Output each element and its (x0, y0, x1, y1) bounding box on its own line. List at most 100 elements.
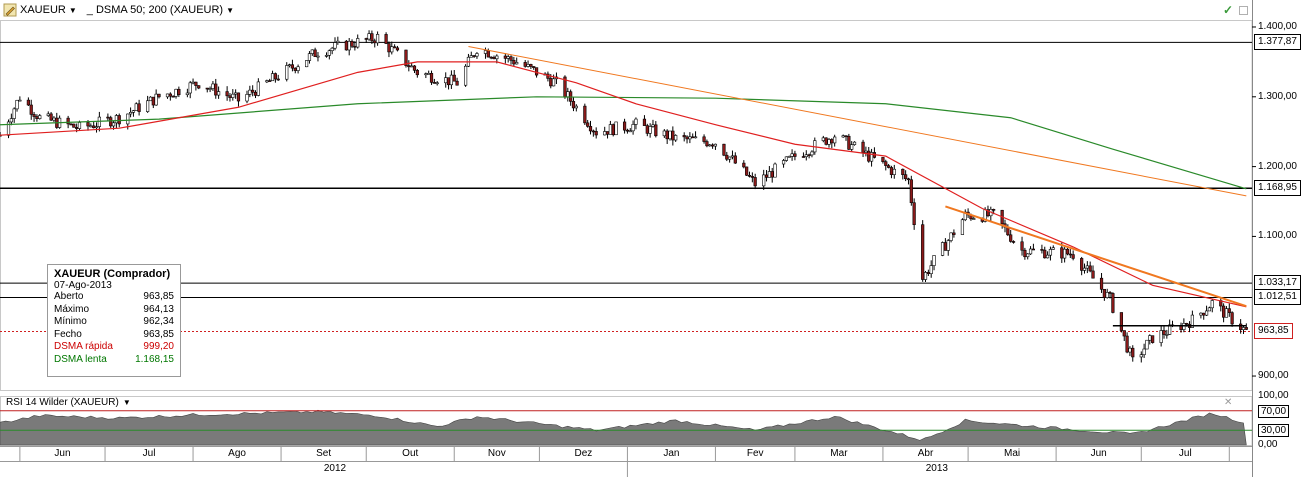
candle-body (15, 99, 19, 110)
candle-body (157, 93, 161, 98)
close-icon[interactable]: ✕ (1224, 397, 1233, 408)
candle-body (923, 272, 928, 280)
candle-body (912, 202, 916, 225)
candle-body (1165, 334, 1169, 336)
candle-body (412, 65, 417, 71)
chevron-down-icon: ▼ (226, 5, 235, 15)
candle-body (1168, 324, 1172, 335)
candle-body (256, 81, 260, 96)
candle-body (336, 40, 340, 43)
candle-body (889, 167, 894, 175)
candle-body (248, 89, 252, 95)
price-level-tag: 1.168,95 (1254, 180, 1301, 197)
candle-body (384, 34, 388, 44)
candle-body (109, 117, 113, 127)
candle-body (432, 82, 436, 84)
candle-body (1080, 258, 1084, 271)
candle-body (26, 99, 30, 106)
sma-fast-line (0, 61, 1247, 308)
candle-body (148, 96, 153, 102)
symbol-selector[interactable]: XAUEUR ▼ (0, 3, 80, 17)
symbol-label: XAUEUR (20, 4, 66, 16)
candle-body (574, 105, 578, 109)
rsi-tick-label: 100,00 (1258, 390, 1289, 401)
candle-body (1111, 293, 1115, 313)
candle-body (867, 150, 871, 162)
candle-body (364, 38, 368, 40)
candle-body (191, 81, 195, 84)
candle-body (1142, 348, 1146, 356)
candle-body (114, 115, 118, 124)
candle-body (762, 174, 766, 187)
candle-body (1040, 249, 1044, 251)
candle-body (733, 155, 737, 164)
candle-body (49, 113, 53, 121)
time-axis: Jun Jul Ago Set Out Nov Dez Jan Fev Mar Abr Mai Jun J… (0, 446, 1252, 477)
month-label: Jun (1090, 448, 1107, 459)
candle-body (773, 163, 777, 178)
month-label: Jul (142, 448, 156, 459)
candle-body (146, 100, 150, 112)
candle-body (671, 130, 675, 141)
info-box-date: 07-Ago-2013 (54, 280, 112, 291)
indicator-selector[interactable]: _ DSMA 50; 200 (XAUEUR) ▼ (84, 4, 237, 16)
month-label: Jul (1178, 448, 1192, 459)
candle-body (864, 150, 868, 153)
candle-body (665, 130, 669, 140)
candle-body (884, 161, 888, 166)
price-tick-label: 1.100,00 (1258, 230, 1297, 242)
candle-body (305, 60, 309, 68)
candle-body (1185, 323, 1189, 325)
price-level-tag: 963,85 (1254, 323, 1293, 340)
info-box-label: DSMA lenta (54, 353, 107, 365)
candle-body (151, 96, 155, 106)
candle-body (830, 139, 834, 144)
info-box-row: DSMA lenta 1.168,15 (54, 354, 174, 367)
candle-body (290, 64, 295, 69)
candle-body (285, 65, 289, 80)
candle-body (310, 49, 314, 54)
candle-body (509, 56, 513, 61)
candle-body (781, 160, 786, 165)
candle-body (69, 123, 73, 126)
candle-body (648, 126, 652, 134)
candle-body (529, 64, 533, 67)
rsi-selector[interactable]: RSI 14 Wilder (XAUEUR) ▼ (6, 397, 131, 408)
candle-body (1190, 314, 1194, 328)
month-label: Mai (1004, 448, 1021, 459)
info-box-row: Máximo 964,13 (54, 304, 174, 317)
candle-body (287, 64, 292, 67)
candle-body (1048, 249, 1053, 256)
candle-body (1222, 305, 1226, 318)
candle-body (1099, 277, 1104, 290)
candle-body (847, 135, 851, 150)
candle-body (126, 113, 130, 125)
candle-body (217, 91, 221, 96)
candle-body (185, 92, 189, 96)
candle-body (316, 55, 320, 58)
candle-body (608, 124, 612, 135)
candle-body (168, 93, 172, 97)
month-label: Nov (487, 448, 506, 459)
candle-body (929, 265, 933, 274)
candle-body (949, 232, 953, 241)
candle-body (333, 42, 337, 49)
info-box-label: Aberto (54, 291, 84, 302)
info-box: XAUEUR (Comprador) 07-Ago-2013 Aberto 963… (47, 264, 181, 377)
candle-body (18, 99, 22, 102)
candle-body (174, 88, 178, 97)
check-icon[interactable]: ✓ (1222, 3, 1233, 17)
candle-body (932, 255, 936, 266)
candle-body (801, 156, 806, 158)
candle-body (943, 242, 947, 251)
candle-body (1210, 300, 1214, 309)
candle-body (827, 139, 831, 145)
candle-body (32, 114, 36, 117)
month-label: Jun (54, 448, 71, 459)
candle-body (503, 55, 507, 59)
candle-body (770, 171, 774, 178)
indicator-label: _ DSMA 50; 200 (XAUEUR) (86, 4, 224, 16)
candle-body (251, 89, 255, 93)
maximize-icon[interactable] (1239, 5, 1248, 15)
